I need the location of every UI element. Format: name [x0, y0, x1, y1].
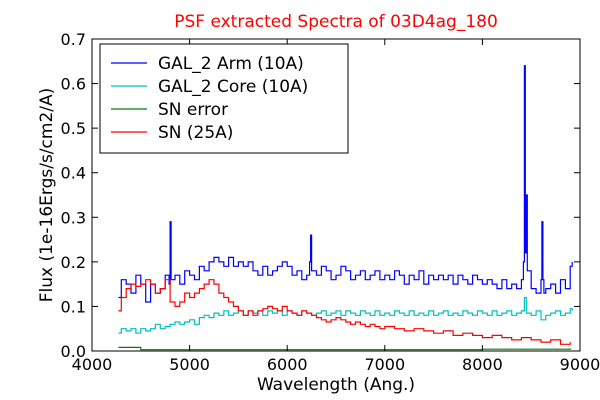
- y-tick-label: 0.6: [61, 75, 86, 94]
- series-line-2: [118, 346, 571, 351]
- y-tick-label: 0.2: [61, 253, 86, 272]
- y-tick-label: 0.5: [61, 119, 86, 138]
- legend-label: SN error: [158, 100, 228, 120]
- x-tick-label: 4000: [72, 355, 113, 374]
- series-line-0: [118, 65, 573, 303]
- x-tick-label: 9000: [560, 355, 600, 374]
- x-tick-label: 8000: [462, 355, 503, 374]
- y-axis: 0.0 0.1 0.2 0.3 0.4 0.5 0.6 0.7: [61, 30, 580, 361]
- y-tick-label: 0.3: [61, 208, 86, 227]
- series-line-1: [118, 296, 573, 334]
- x-axis-label: Wavelength (Ang.): [257, 375, 415, 395]
- x-tick-label: 6000: [267, 355, 308, 374]
- x-axis: 4000 5000 6000 7000 8000 9000: [72, 39, 600, 374]
- series-layer: [118, 65, 573, 351]
- y-tick-label: 0.0: [61, 342, 86, 361]
- x-tick-label: 5000: [169, 355, 210, 374]
- legend-label: SN (25A): [158, 123, 233, 143]
- legend-label: GAL_2 Arm (10A): [158, 54, 304, 74]
- legend: GAL_2 Arm (10A) GAL_2 Core (10A) SN error S…: [99, 43, 349, 154]
- x-tick-label: 7000: [364, 355, 405, 374]
- chart-title: PSF extracted Spectra of 03D4ag_180: [174, 12, 498, 32]
- y-tick-label: 0.7: [61, 30, 86, 49]
- legend-frame: [99, 43, 349, 154]
- y-axis-label: Flux (1e-16Ergs/s/cm2/A): [37, 88, 57, 303]
- y-tick-label: 0.4: [61, 164, 86, 183]
- y-tick-label: 0.1: [61, 297, 86, 316]
- series-line-3: [118, 279, 571, 345]
- legend-label: GAL_2 Core (10A): [158, 77, 308, 97]
